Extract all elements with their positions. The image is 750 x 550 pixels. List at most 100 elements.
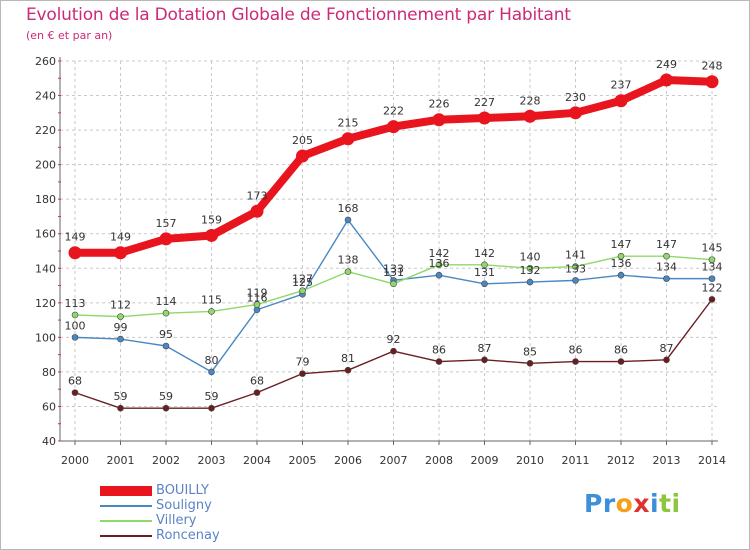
data-label-bouilly: 248	[702, 60, 723, 73]
data-label-souligny: 131	[474, 266, 495, 279]
logo-letter: o	[615, 489, 634, 518]
logo-letter: i	[650, 489, 660, 518]
data-label-villery: 115	[201, 293, 222, 306]
data-point-villery	[617, 252, 625, 260]
data-label-souligny: 95	[159, 328, 173, 341]
data-point-villery	[708, 256, 716, 263]
data-label-souligny: 136	[429, 257, 450, 270]
data-point-souligny	[708, 275, 716, 282]
data-point-roncenay	[481, 356, 488, 364]
data-point-souligny	[617, 271, 625, 279]
data-point-villery	[208, 308, 215, 315]
y-tick-label: 260	[35, 55, 56, 68]
data-point-villery	[253, 301, 261, 308]
data-point-souligny	[526, 278, 534, 286]
data-label-roncenay: 87	[660, 342, 674, 355]
data-point-roncenay	[526, 359, 534, 367]
data-label-souligny: 100	[65, 319, 86, 332]
data-point-villery	[435, 261, 443, 269]
x-tick-label: 2014	[698, 454, 726, 467]
data-label-villery: 112	[110, 299, 131, 312]
data-point-bouilly	[523, 109, 537, 123]
y-tick-label: 200	[35, 159, 56, 172]
logo-letter: P	[584, 489, 603, 518]
data-label-roncenay: 86	[614, 344, 628, 357]
data-point-roncenay	[117, 404, 124, 412]
data-label-souligny: 125	[292, 276, 313, 289]
data-label-bouilly: 249	[656, 58, 677, 71]
data-point-bouilly	[660, 73, 673, 87]
data-label-roncenay: 86	[569, 344, 583, 357]
data-point-villery	[117, 313, 124, 320]
x-tick-label: 2002	[152, 454, 180, 467]
axis-layer: 40 60 80 100 120 140 160 180 200 220 240 260 2000 200…	[35, 55, 726, 467]
data-label-souligny: 133	[565, 262, 586, 275]
data-point-bouilly	[478, 111, 491, 125]
y-tick-label: 80	[42, 366, 56, 379]
chart-title: Evolution de la Dotation Globale de Fonc…	[26, 5, 571, 25]
data-label-souligny: 134	[656, 261, 677, 274]
grid-layer	[60, 60, 718, 442]
data-point-roncenay	[162, 404, 170, 412]
data-point-villery	[663, 252, 670, 260]
data-point-souligny	[162, 342, 170, 350]
legend-label: BOUILLY	[156, 483, 209, 498]
data-label-villery: 142	[474, 247, 495, 260]
data-label-villery: 114	[156, 295, 177, 308]
x-tick-label: 2001	[107, 454, 135, 467]
data-label-souligny: 80	[205, 354, 219, 367]
x-tick-label: 2007	[380, 454, 408, 467]
data-label-layer: 149 149 157 159 173 205 215 222 226 227 228 230 237 2…	[65, 58, 723, 403]
data-label-souligny: 134	[702, 261, 723, 274]
legend-swatch	[100, 486, 152, 496]
x-tick-label: 2008	[425, 454, 453, 467]
data-point-roncenay	[663, 356, 670, 364]
x-tick-label: 2011	[562, 454, 590, 467]
y-tick-label: 40	[42, 435, 56, 448]
logo-letter: r	[602, 489, 616, 518]
data-label-bouilly: 230	[565, 91, 586, 104]
y-tick-label: 240	[35, 90, 56, 103]
data-point-roncenay	[708, 296, 716, 303]
data-label-roncenay: 81	[341, 352, 355, 365]
data-point-souligny	[481, 280, 488, 288]
data-label-bouilly: 157	[156, 217, 177, 230]
y-tick-label: 140	[35, 262, 56, 275]
logo-letter: i	[671, 489, 681, 518]
data-label-bouilly: 215	[338, 117, 359, 130]
data-point-souligny	[572, 277, 579, 284]
data-label-souligny: 116	[247, 292, 268, 305]
data-label-villery: 142	[429, 247, 450, 260]
x-tick-label: 2004	[243, 454, 271, 467]
legend-swatch	[100, 535, 152, 537]
data-label-souligny: 136	[611, 257, 632, 270]
data-label-souligny: 168	[338, 202, 359, 215]
y-tick-label: 100	[35, 331, 56, 344]
data-point-souligny	[71, 334, 79, 341]
data-point-bouilly	[296, 149, 309, 163]
data-point-roncenay	[390, 347, 397, 355]
data-label-villery: 140	[520, 250, 541, 263]
data-label-bouilly: 237	[611, 79, 632, 92]
data-point-roncenay	[71, 389, 79, 396]
data-label-villery: 119	[247, 287, 268, 300]
logo-letter: x	[633, 489, 650, 518]
data-label-roncenay: 59	[205, 390, 219, 403]
legend-label: Villery	[156, 513, 197, 528]
y-tick-label: 220	[35, 124, 56, 137]
legend-label: Roncenay	[156, 528, 220, 543]
data-label-roncenay: 92	[387, 333, 401, 346]
data-label-villery: 145	[702, 242, 723, 255]
data-point-souligny	[208, 368, 215, 376]
data-label-roncenay: 68	[250, 375, 264, 388]
data-label-villery: 141	[565, 249, 586, 262]
data-label-roncenay: 87	[478, 342, 492, 355]
data-label-souligny: 133	[383, 262, 404, 275]
data-point-villery	[526, 264, 534, 272]
data-label-bouilly: 228	[520, 94, 541, 107]
data-point-villery	[390, 280, 397, 288]
data-label-villery: 131	[383, 266, 404, 279]
data-point-souligny	[117, 335, 124, 343]
y-tick-label: 160	[35, 228, 56, 241]
